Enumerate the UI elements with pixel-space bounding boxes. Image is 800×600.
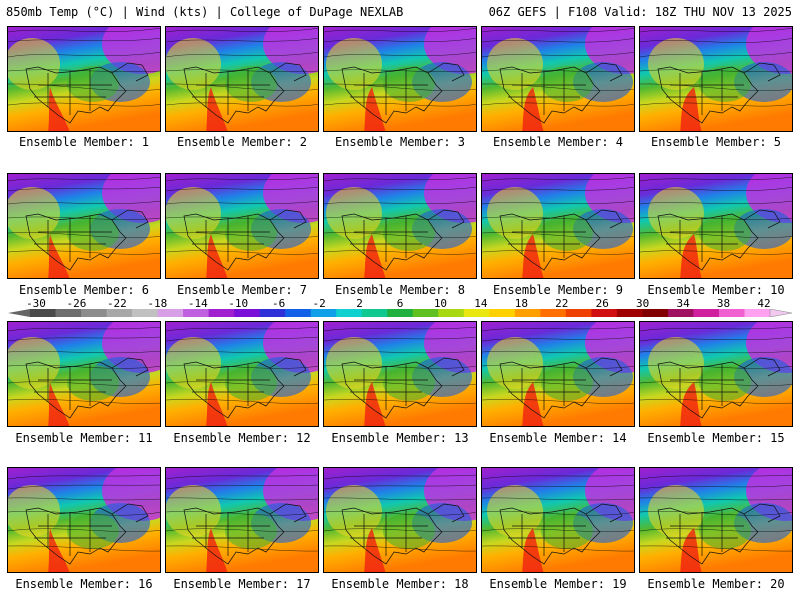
ensemble-member-map xyxy=(481,26,635,132)
colorbar-tick-label: 6 xyxy=(396,297,404,310)
ensemble-member-map xyxy=(323,467,477,573)
ensemble-member-label: Ensemble Member: 9 xyxy=(492,283,624,297)
colorbar-cell xyxy=(667,309,694,317)
colorbar-tick-label: 42 xyxy=(757,297,771,310)
colorbar-tick-label: 34 xyxy=(676,297,690,310)
ensemble-member-map xyxy=(7,26,161,132)
colorbar-cell xyxy=(591,309,618,317)
colorbar-tick-label: -2 xyxy=(312,297,326,310)
colorbar-cell xyxy=(30,309,57,317)
colorbar-tick-label: 2 xyxy=(356,297,363,310)
ensemble-member-label: Ensemble Member: 7 xyxy=(176,283,308,297)
ensemble-member-label: Ensemble Member: 6 xyxy=(18,283,150,297)
ensemble-member-map xyxy=(481,321,635,427)
ensemble-member-map xyxy=(165,467,319,573)
colorbar-cell xyxy=(81,309,108,317)
colorbar-cell xyxy=(514,309,541,317)
ensemble-member-map xyxy=(639,467,793,573)
colorbar-tick-label: 30 xyxy=(636,297,650,310)
colorbar-tick-label: -30 xyxy=(26,297,46,310)
colorbar-right-arrow xyxy=(769,309,792,317)
colorbar-tick-label: -18 xyxy=(147,297,168,310)
colorbar-cell xyxy=(336,309,363,317)
colorbar-cell xyxy=(285,309,312,317)
colorbar-tick-label: -6 xyxy=(272,297,286,310)
colorbar-cell xyxy=(157,309,184,317)
ensemble-member-map xyxy=(165,26,319,132)
ensemble-member-map xyxy=(165,173,319,279)
ensemble-member-map xyxy=(639,321,793,427)
colorbar-cell xyxy=(744,309,771,317)
temperature-colorbar xyxy=(8,309,792,317)
colorbar-cell xyxy=(55,309,82,317)
colorbar-cell xyxy=(463,309,490,317)
ensemble-member-map xyxy=(639,173,793,279)
colorbar-tick-label: 38 xyxy=(716,297,731,310)
colorbar-tick-label: 18 xyxy=(514,297,528,310)
colorbar-cell xyxy=(310,309,337,317)
colorbar-tick-label: -14 xyxy=(187,297,208,310)
colorbar-cell xyxy=(642,309,669,317)
colorbar-cell xyxy=(489,309,516,317)
colorbar-cell xyxy=(208,309,235,317)
colorbar-tick-label: 26 xyxy=(595,297,609,310)
ensemble-member-label: Ensemble Member: 19 xyxy=(489,577,627,591)
ensemble-member-label: Ensemble Member: 11 xyxy=(15,431,153,445)
ensemble-member-label: Ensemble Member: 4 xyxy=(492,135,624,149)
map-title: 850mb Temp (°C) | Wind (kts) | College o… xyxy=(6,5,404,19)
ensemble-member-label: Ensemble Member: 20 xyxy=(647,577,785,591)
colorbar-tick-label: 14 xyxy=(474,297,488,310)
colorbar-cell xyxy=(106,309,133,317)
colorbar-tick-label: 10 xyxy=(433,297,448,310)
colorbar-tick-label: -10 xyxy=(228,297,249,310)
ensemble-member-map xyxy=(481,467,635,573)
ensemble-member-label: Ensemble Member: 13 xyxy=(331,431,469,445)
ensemble-member-label: Ensemble Member: 1 xyxy=(18,135,150,149)
colorbar-tick-label: 22 xyxy=(555,297,569,310)
ensemble-member-label: Ensemble Member: 15 xyxy=(647,431,785,445)
ensemble-member-map xyxy=(7,467,161,573)
colorbar-cell xyxy=(234,309,261,317)
colorbar-cell xyxy=(693,309,720,317)
ensemble-member-map xyxy=(323,26,477,132)
colorbar-tick-label: -26 xyxy=(66,297,87,310)
colorbar-cell xyxy=(183,309,210,317)
ensemble-member-label: Ensemble Member: 18 xyxy=(331,577,469,591)
colorbar-cell xyxy=(412,309,439,317)
colorbar-cell xyxy=(132,309,159,317)
ensemble-member-label: Ensemble Member: 8 xyxy=(334,283,466,297)
ensemble-member-label: Ensemble Member: 2 xyxy=(176,135,308,149)
colorbar-cell xyxy=(438,309,465,317)
ensemble-member-label: Ensemble Member: 5 xyxy=(650,135,782,149)
colorbar-cell xyxy=(565,309,592,317)
ensemble-member-map xyxy=(639,26,793,132)
colorbar-labels: -30 -26 -22 -18 -14 -10 -6 -2 2 6 10 14 18 22 26 30 34 38… xyxy=(0,297,800,310)
colorbar-tick-label: -22 xyxy=(106,297,127,310)
ensemble-member-label: Ensemble Member: 14 xyxy=(489,431,627,445)
ensemble-member-label: Ensemble Member: 17 xyxy=(173,577,311,591)
colorbar-cell xyxy=(259,309,286,317)
colorbar-cell xyxy=(718,309,745,317)
ensemble-member-map xyxy=(323,173,477,279)
ensemble-member-map xyxy=(7,173,161,279)
colorbar-cell xyxy=(540,309,567,317)
colorbar-cell xyxy=(616,309,643,317)
ensemble-member-map xyxy=(165,321,319,427)
ensemble-member-label: Ensemble Member: 12 xyxy=(173,431,311,445)
ensemble-member-map xyxy=(323,321,477,427)
colorbar-left-arrow xyxy=(8,309,30,317)
ensemble-member-label: Ensemble Member: 16 xyxy=(15,577,153,591)
ensemble-member-map xyxy=(7,321,161,427)
colorbar-cell xyxy=(387,309,414,317)
colorbar-cell xyxy=(361,309,388,317)
ensemble-member-label: Ensemble Member: 10 xyxy=(647,283,785,297)
ensemble-member-label: Ensemble Member: 3 xyxy=(334,135,466,149)
model-run-info: 06Z GEFS | F108 Valid: 18Z THU NOV 13 20… xyxy=(488,5,792,19)
ensemble-member-map xyxy=(481,173,635,279)
